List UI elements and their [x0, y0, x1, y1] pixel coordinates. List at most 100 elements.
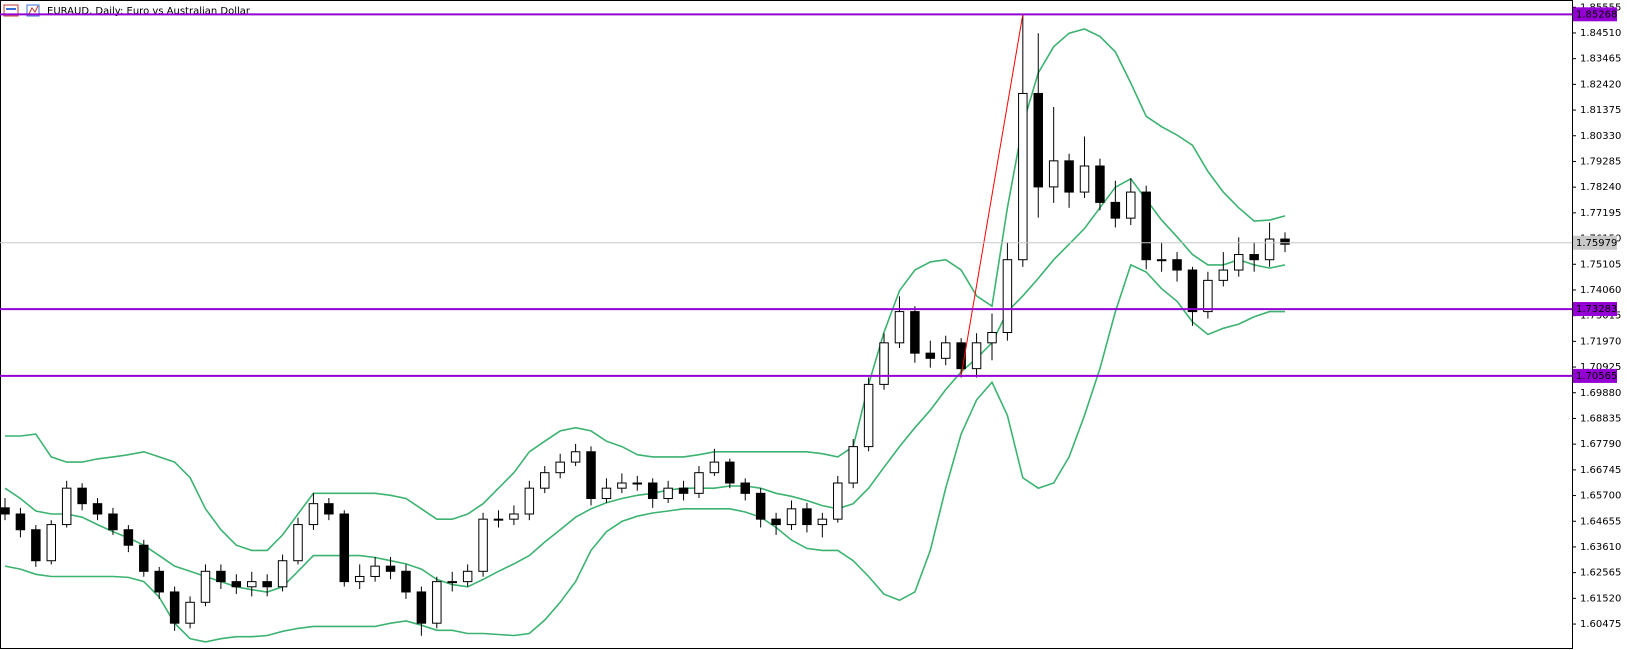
y-tick-label: 1.74060 — [1580, 285, 1621, 296]
candle-body — [725, 461, 735, 484]
candle-body — [617, 482, 627, 489]
candle-body — [1156, 259, 1167, 262]
candle-body — [663, 487, 673, 500]
candle-body — [401, 570, 411, 593]
candle-body — [293, 524, 303, 562]
y-tick-label: 1.65700 — [1580, 491, 1621, 502]
candle-body — [123, 529, 134, 546]
y-tick-label: 1.70925 — [1580, 362, 1621, 373]
candle-body — [354, 575, 365, 583]
toolbar-icons — [3, 4, 40, 17]
candle-body — [1249, 254, 1259, 261]
candle-body — [1187, 269, 1198, 313]
candle-body — [910, 311, 920, 354]
trendline — [960, 14, 1024, 376]
y-tick-label: 1.63610 — [1580, 542, 1621, 553]
candle-body — [324, 503, 334, 515]
icon — [26, 4, 40, 17]
y-tick-label: 1.83465 — [1580, 54, 1621, 65]
y-tick-label: 1.66745 — [1580, 465, 1621, 476]
y-tick-label: 1.79285 — [1580, 156, 1621, 167]
candle-body — [786, 508, 797, 526]
level-tag — [1573, 368, 1617, 383]
candle-body — [216, 570, 226, 583]
icon — [28, 5, 39, 15]
candle-body — [632, 482, 643, 485]
candle-body — [1172, 259, 1182, 271]
last-price-tag — [1573, 235, 1617, 250]
level-tag — [1573, 302, 1617, 317]
candle-body — [416, 591, 427, 624]
last-price-label: 1.75979 — [1576, 238, 1617, 249]
y-tick-label: 1.64655 — [1580, 516, 1621, 527]
candle-body — [879, 342, 889, 385]
y-tick-label: 1.67790 — [1580, 439, 1621, 450]
y-tick-label: 1.73015 — [1580, 311, 1621, 322]
candle-body — [385, 565, 396, 572]
candle-body — [570, 451, 581, 463]
candle-body — [987, 332, 997, 344]
y-tick-label: 1.82420 — [1580, 79, 1621, 90]
candle-body — [694, 472, 704, 494]
candle-body — [740, 482, 750, 494]
candle-body — [92, 503, 103, 515]
band-line — [4, 263, 1285, 643]
candle-body — [863, 383, 874, 448]
candle-body — [139, 544, 149, 572]
y-tick-label: 1.77195 — [1580, 208, 1621, 219]
candle-body — [154, 570, 164, 593]
y-tick-label: 1.78240 — [1580, 182, 1621, 193]
level-label: 1.70565 — [1576, 371, 1617, 382]
icon — [6, 8, 16, 10]
candle-body — [1018, 92, 1028, 261]
candle-body — [0, 507, 10, 515]
y-tick-label: 1.60475 — [1580, 619, 1621, 630]
candle-body — [308, 503, 319, 526]
candle-body — [200, 570, 211, 603]
candle-body — [478, 518, 488, 572]
candle-body — [925, 352, 936, 359]
candle-body — [509, 513, 519, 520]
candle-body — [956, 342, 966, 370]
candle-body — [61, 487, 72, 526]
candle-body — [1264, 238, 1275, 261]
candle-body — [46, 524, 57, 562]
candle-body — [524, 487, 535, 515]
candle-body — [833, 482, 843, 520]
candle-body — [108, 513, 118, 531]
candle-body — [1218, 269, 1229, 281]
candle-body — [1233, 254, 1244, 271]
candle-body — [678, 487, 689, 494]
y-tick-label: 1.75105 — [1580, 259, 1621, 270]
candle-body — [755, 492, 766, 520]
candle-body — [1126, 191, 1136, 219]
candle-body — [647, 482, 658, 500]
candle-body — [802, 508, 812, 526]
level-label: 1.73283 — [1576, 304, 1617, 315]
candle-body — [447, 581, 457, 584]
candle-body — [370, 565, 380, 577]
candle-body — [1064, 160, 1074, 193]
candle-body — [339, 513, 350, 583]
candle-body — [493, 518, 504, 521]
y-tick-label: 1.80330 — [1580, 131, 1621, 142]
candle-body — [15, 513, 26, 531]
candle-body — [1048, 160, 1059, 188]
candle-body — [971, 342, 982, 370]
y-tick-label: 1.68835 — [1580, 413, 1621, 424]
candle-body — [1110, 201, 1121, 219]
candle-body — [1033, 92, 1043, 188]
y-tick-label: 1.81375 — [1580, 105, 1621, 116]
plot-frame — [0, 0, 1573, 649]
candle-body — [1280, 238, 1290, 245]
chart-title: EURAUD, Daily: Euro vs Australian Dollar — [47, 6, 251, 17]
y-tick-label: 1.69880 — [1580, 388, 1621, 399]
candle-body — [169, 591, 180, 624]
candle-body — [1203, 279, 1213, 313]
candle-body — [1095, 165, 1105, 203]
candle-body — [817, 518, 828, 526]
candle-body — [77, 487, 87, 505]
candle-body — [771, 518, 781, 526]
